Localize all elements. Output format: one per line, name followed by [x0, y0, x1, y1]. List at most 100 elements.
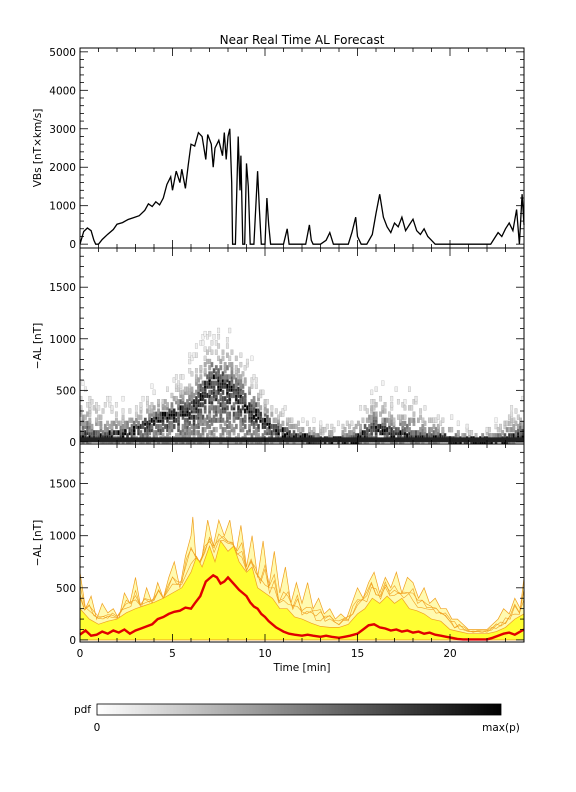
pdf-cell	[201, 414, 205, 420]
pdf-cell	[188, 426, 192, 433]
pdf-cell	[257, 437, 260, 443]
pdf-cell	[342, 437, 345, 443]
pdf-cell	[218, 437, 221, 443]
pdf-cell	[435, 437, 438, 443]
pdf-cell	[137, 420, 141, 427]
pdf-cell	[210, 349, 214, 355]
pdf-cell	[234, 423, 238, 430]
pdf-cell	[107, 437, 110, 443]
colorbar-gradient	[96, 703, 502, 716]
pdf-cell	[146, 437, 149, 443]
pdf-cell	[368, 437, 371, 443]
pdf-cell	[188, 420, 192, 427]
pdf-cell	[134, 405, 138, 411]
pdf-cell	[237, 405, 240, 411]
pdf-cell	[157, 437, 160, 443]
pdf-cell	[90, 399, 94, 405]
pdf-cell	[228, 437, 231, 443]
pdf-cell	[374, 386, 378, 392]
pdf-cell	[396, 426, 400, 433]
pdf-cell	[172, 437, 175, 443]
pdf-cell	[172, 377, 176, 383]
pdf-cell	[194, 374, 198, 380]
pdf-cell	[276, 437, 279, 443]
pdf-cell	[438, 437, 442, 443]
pdf-cell	[230, 349, 234, 355]
vbs-y-tick-label: 5000	[49, 47, 76, 59]
pdf-cell	[355, 437, 358, 443]
pdf-cell	[309, 437, 312, 443]
pdf-cell	[174, 374, 178, 380]
pdf-cell	[463, 437, 466, 443]
pdf-cell	[161, 426, 165, 433]
pdf-cell	[512, 423, 516, 430]
pdf-cell	[189, 437, 192, 443]
pdf-cell	[500, 437, 503, 443]
pdf-cell	[409, 437, 412, 443]
pdf-cell	[344, 437, 347, 443]
pdf-cell	[94, 437, 97, 443]
pdf-cell	[217, 343, 221, 349]
pdf-cell	[159, 437, 162, 443]
pdf-cell	[201, 340, 205, 346]
pdf-cell	[261, 389, 265, 396]
pdf-cell	[494, 423, 498, 430]
pdf-cell	[270, 405, 274, 411]
pdf-cell	[96, 437, 99, 443]
pdf-cell	[365, 408, 369, 414]
pdf-cell	[423, 405, 427, 411]
pdf-cell	[411, 437, 414, 443]
pdf-cell	[405, 423, 409, 430]
pdf-cell	[199, 383, 203, 389]
pdf-cell	[205, 437, 208, 443]
pdf-cell	[206, 334, 209, 340]
pdf-cell	[372, 405, 376, 411]
pdf-cell	[379, 437, 382, 443]
pdf-cell	[255, 437, 258, 443]
pdf-cell	[146, 395, 149, 402]
pdf-cell	[361, 437, 364, 443]
pdf-cell	[505, 437, 508, 443]
pdf-cell	[381, 380, 385, 386]
pdf-cell	[383, 437, 386, 443]
pdf-cell	[113, 437, 116, 443]
pdf-cell	[243, 392, 247, 399]
pdf-cell	[301, 426, 305, 433]
pdf-cell	[230, 423, 234, 430]
pdf-cell	[141, 437, 144, 443]
pdf-cell	[254, 417, 258, 423]
pdf-cell	[363, 437, 366, 443]
pdf-cell	[483, 437, 486, 443]
pdf-cell	[83, 437, 86, 443]
pdf-cell	[213, 437, 216, 443]
pdf-cell	[232, 426, 236, 433]
pdf-cell	[121, 395, 125, 402]
x-tick-label: 5	[169, 648, 176, 660]
pdf-cell	[324, 437, 327, 443]
pdf-cell	[188, 352, 192, 358]
panel-al-forecast: 0 500 1000 1500 0 5 10 15 20 −AL [nT] Time [min…	[32, 443, 525, 674]
pdf-cell	[318, 437, 321, 443]
al-pdf-y-tick-label: 500	[56, 385, 76, 397]
al-pdf-y-tick-label: 0	[69, 437, 76, 449]
pdf-cell	[301, 417, 305, 423]
pdf-cell	[392, 437, 395, 443]
pdf-cell	[336, 420, 340, 427]
pdf-cell	[225, 405, 229, 411]
pdf-cell	[203, 405, 207, 411]
pdf-cell	[279, 437, 282, 443]
pdf-cell	[163, 399, 167, 405]
pdf-cell	[340, 437, 343, 443]
pdf-cell	[119, 420, 123, 427]
pdf-cell	[403, 437, 406, 443]
pdf-cell	[219, 392, 223, 399]
pdf-cell	[198, 437, 201, 443]
pdf-cell	[174, 395, 178, 402]
pdf-cell	[181, 374, 185, 380]
pdf-cell	[511, 437, 514, 443]
pdf-cell	[102, 437, 105, 443]
pdf-cell	[410, 405, 414, 411]
x-tick-label: 10	[258, 648, 271, 660]
pdf-cell	[248, 437, 251, 443]
pdf-cell	[277, 414, 280, 420]
